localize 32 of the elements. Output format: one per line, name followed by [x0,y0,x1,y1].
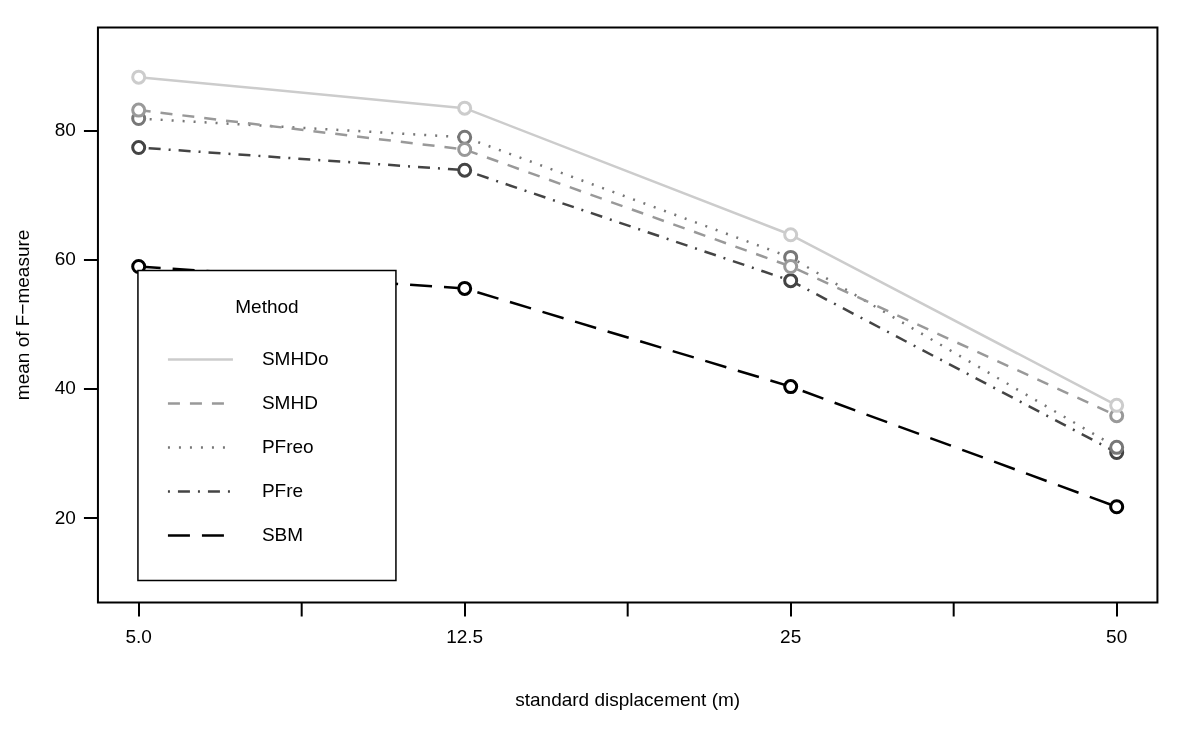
legend-label: SMHDo [261,347,329,369]
y-axis-title: mean of F−measure [11,229,33,401]
point [783,258,799,274]
legend-label: SMHD [261,391,318,413]
y-tick-label: 20 [54,506,76,528]
point [131,140,147,156]
point [783,379,799,395]
x-tick-label: 25 [780,626,802,648]
x-tick-label: 12.5 [446,626,484,648]
point [131,258,147,274]
point [1109,499,1125,515]
x-axis-title: standard displacement (m) [515,688,741,710]
point [1109,439,1125,455]
legend-label: PFreo [261,435,314,457]
point [457,280,473,296]
point [131,102,147,118]
point [131,69,147,85]
y-tick-label: 60 [54,248,76,270]
legend-label: PFre [261,479,304,501]
legend-label: SBM [261,523,304,545]
point [783,227,799,243]
point [457,162,473,178]
y-tick-label: 40 [54,377,76,399]
x-tick-label: 5.0 [125,626,152,648]
legend-title: Method [235,295,299,317]
y-tick-label: 80 [54,119,76,141]
x-tick-label: 50 [1106,626,1128,648]
point [1109,397,1125,413]
point [457,142,473,158]
point [783,273,799,289]
point [457,100,473,116]
point [457,129,473,145]
